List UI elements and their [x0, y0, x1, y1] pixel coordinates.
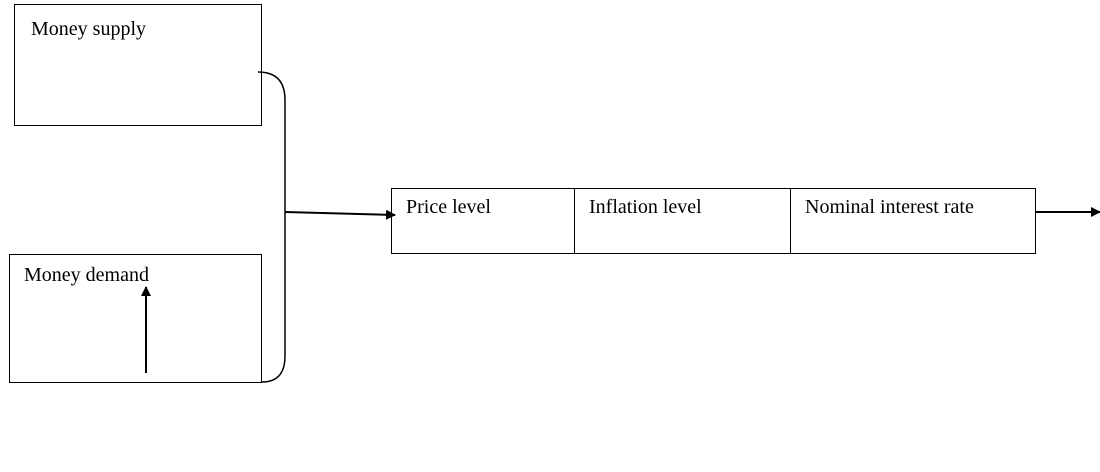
bracket — [257, 71, 286, 383]
price-level-cell: Price level — [392, 189, 575, 253]
money-supply-box: Money supply — [14, 4, 262, 126]
effects-row: Price level Inflation level Nominal inte… — [391, 188, 1036, 254]
label: Nominal interest rate — [805, 196, 974, 218]
arrow — [284, 209, 396, 220]
inflation-level-cell: Inflation level — [575, 189, 791, 253]
nominal-interest-rate-cell: Nominal interest rate — [791, 189, 1036, 253]
money-demand-box: Money demand — [9, 254, 262, 383]
label: Money supply — [31, 18, 146, 40]
label: Inflation level — [589, 196, 702, 218]
label: Money demand — [24, 264, 149, 286]
label: Price level — [406, 196, 491, 218]
